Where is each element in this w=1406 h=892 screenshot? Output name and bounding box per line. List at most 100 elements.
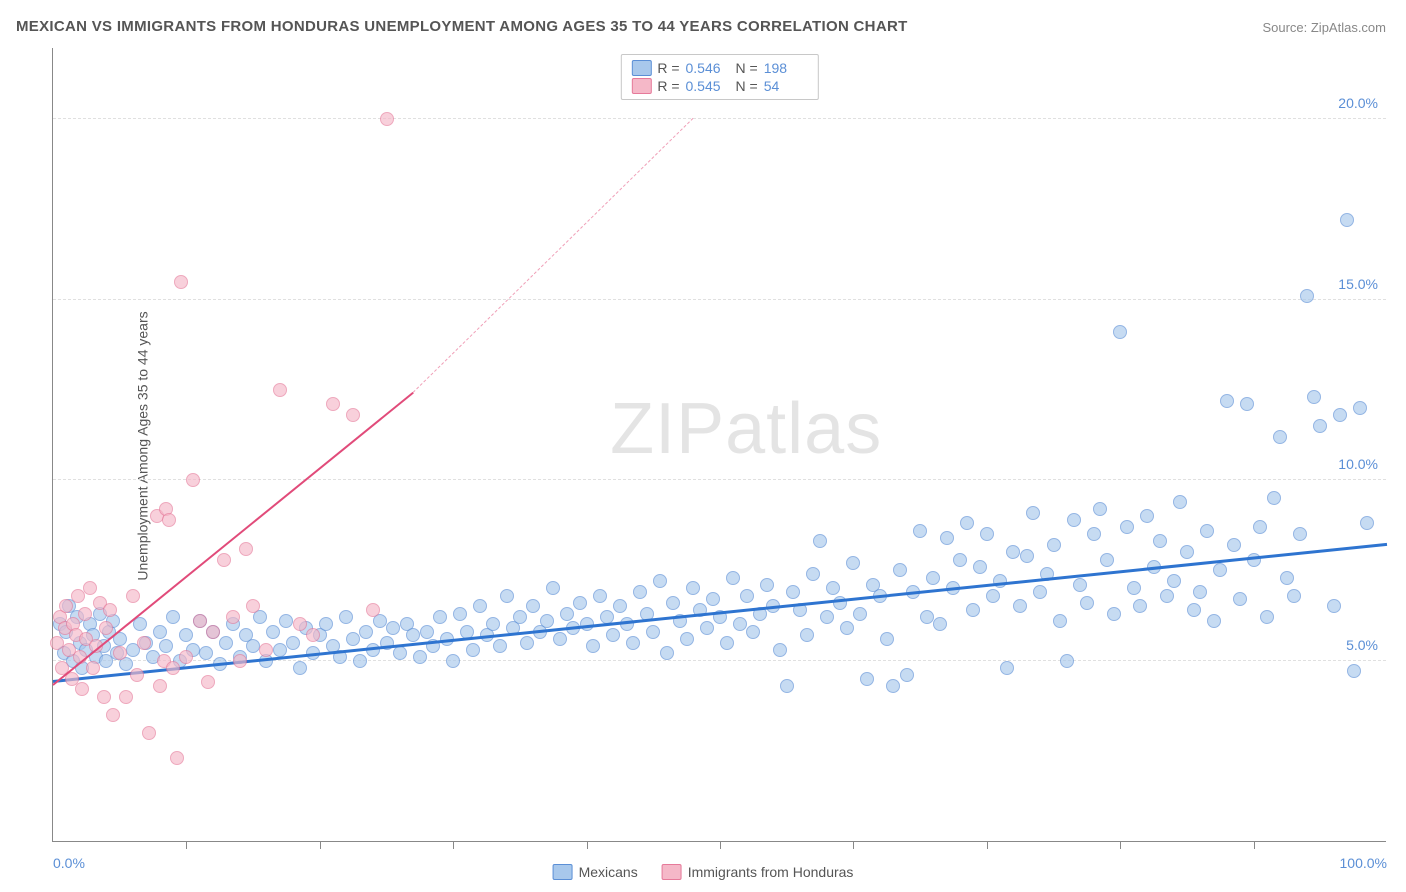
data-point (1227, 538, 1241, 552)
data-point (1233, 592, 1247, 606)
data-point (174, 275, 188, 289)
data-point (1200, 524, 1214, 538)
y-tick-label: 15.0% (1338, 276, 1378, 292)
data-point (1287, 589, 1301, 603)
data-point (319, 617, 333, 631)
legend-swatch (631, 60, 651, 76)
data-point (179, 650, 193, 664)
data-point (1267, 491, 1281, 505)
data-point (700, 621, 714, 635)
data-point (99, 621, 113, 635)
chart-title: MEXICAN VS IMMIGRANTS FROM HONDURAS UNEM… (16, 18, 908, 35)
data-point (493, 639, 507, 653)
data-point (83, 581, 97, 595)
data-point (393, 646, 407, 660)
x-tick (987, 841, 988, 849)
data-point (1000, 661, 1014, 675)
data-point (1140, 509, 1154, 523)
data-point (366, 603, 380, 617)
data-point (546, 581, 560, 595)
data-point (86, 661, 100, 675)
data-point (166, 610, 180, 624)
data-point (1173, 495, 1187, 509)
data-point (666, 596, 680, 610)
data-point (613, 599, 627, 613)
data-point (626, 636, 640, 650)
data-point (386, 621, 400, 635)
data-point (560, 607, 574, 621)
data-point (106, 708, 120, 722)
watermark-bold: ZIP (610, 389, 725, 469)
data-point (293, 617, 307, 631)
data-point (346, 632, 360, 646)
data-point (953, 553, 967, 567)
data-point (1193, 585, 1207, 599)
data-point (880, 632, 894, 646)
data-point (1100, 553, 1114, 567)
data-point (1273, 430, 1287, 444)
data-point (286, 636, 300, 650)
data-point (153, 679, 167, 693)
data-point (78, 607, 92, 621)
data-point (273, 643, 287, 657)
data-point (293, 661, 307, 675)
data-point (806, 567, 820, 581)
data-point (473, 599, 487, 613)
data-point (853, 607, 867, 621)
data-point (466, 643, 480, 657)
y-tick-label: 10.0% (1338, 456, 1378, 472)
data-point (1013, 599, 1027, 613)
data-point (1360, 516, 1374, 530)
series-legend: Mexicans Immigrants from Honduras (553, 864, 854, 880)
data-point (1327, 599, 1341, 613)
data-point (980, 527, 994, 541)
watermark-light: atlas (725, 389, 882, 469)
data-point (1187, 603, 1201, 617)
data-point (1127, 581, 1141, 595)
data-point (886, 679, 900, 693)
data-point (520, 636, 534, 650)
legend-label: Immigrants from Honduras (688, 864, 854, 880)
data-point (706, 592, 720, 606)
data-point (162, 513, 176, 527)
x-tick (853, 841, 854, 849)
data-point (159, 639, 173, 653)
x-tick (453, 841, 454, 849)
data-point (153, 625, 167, 639)
data-point (306, 628, 320, 642)
data-point (233, 654, 247, 668)
data-point (680, 632, 694, 646)
data-point (653, 574, 667, 588)
data-point (820, 610, 834, 624)
data-point (279, 614, 293, 628)
correlation-legend: R =0.546N =198R =0.545N =54 (620, 54, 818, 100)
data-point (97, 690, 111, 704)
data-point (813, 534, 827, 548)
legend-n-value: 54 (764, 78, 808, 94)
data-point (500, 589, 514, 603)
legend-label: Mexicans (579, 864, 638, 880)
legend-swatch (662, 864, 682, 880)
data-point (1067, 513, 1081, 527)
data-point (933, 617, 947, 631)
data-point (453, 607, 467, 621)
data-point (893, 563, 907, 577)
data-point (826, 581, 840, 595)
data-point (1180, 545, 1194, 559)
data-point (239, 542, 253, 556)
data-point (142, 726, 156, 740)
data-point (1353, 401, 1367, 415)
legend-n-label: N = (736, 60, 758, 76)
data-point (973, 560, 987, 574)
source-attribution: Source: ZipAtlas.com (1262, 20, 1386, 35)
data-point (103, 603, 117, 617)
data-point (920, 610, 934, 624)
data-point (986, 589, 1000, 603)
source-label: Source: (1262, 20, 1310, 35)
data-point (633, 585, 647, 599)
source-link[interactable]: ZipAtlas.com (1311, 20, 1386, 35)
data-point (526, 599, 540, 613)
legend-r-value: 0.545 (686, 78, 730, 94)
data-point (1160, 589, 1174, 603)
data-point (273, 383, 287, 397)
